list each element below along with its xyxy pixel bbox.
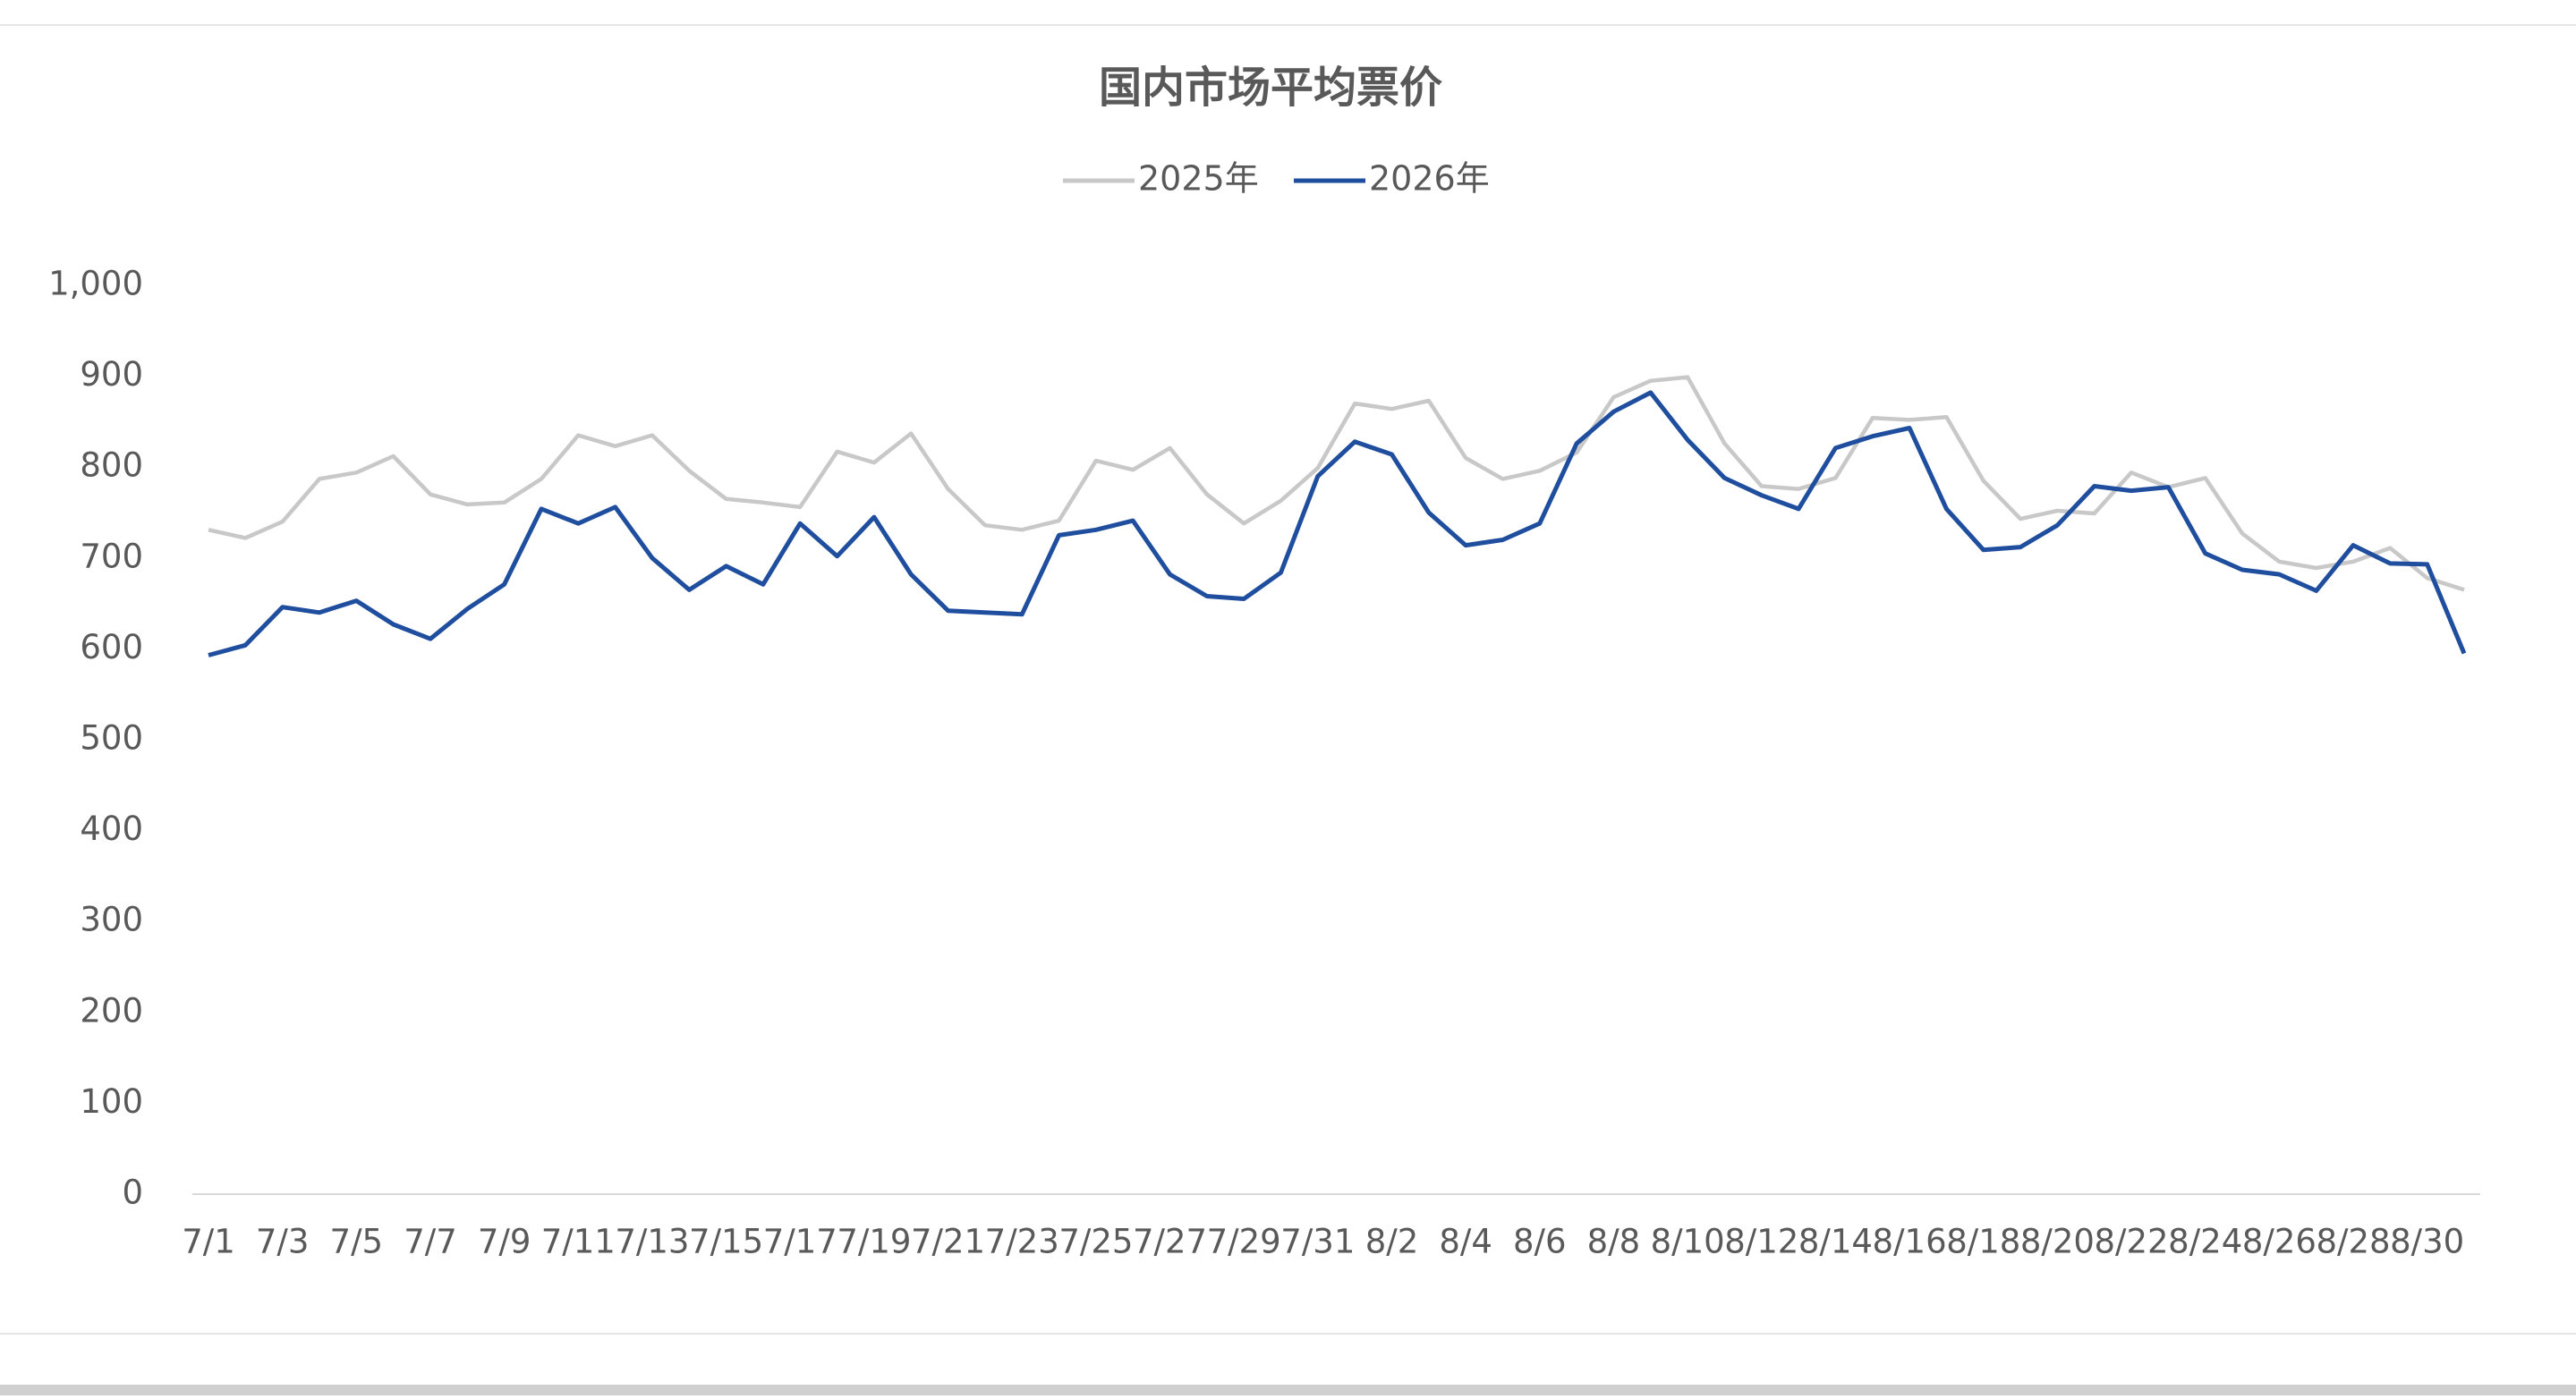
x-tick-label: 7/1 [182,1223,235,1261]
x-tick-label: 7/29 [1207,1223,1281,1261]
x-tick-label: 8/30 [2390,1223,2464,1261]
x-tick-label: 8/6 [1513,1223,1567,1261]
legend-label: 2026年 [1369,159,1490,199]
x-tick-label: 8/22 [2095,1223,2169,1261]
y-tick-label: 900 [80,355,143,394]
y-tick-label: 500 [80,719,143,758]
x-tick-label: 7/25 [1058,1223,1133,1261]
chart-title: 国内市场平均票价 [1099,63,1442,113]
x-tick-label: 7/3 [256,1223,310,1261]
legend-label: 2025年 [1138,159,1259,199]
x-tick-label: 8/16 [1873,1223,1947,1261]
x-tick-label: 8/12 [1724,1223,1798,1261]
y-tick-label: 800 [80,446,143,485]
y-tick-label: 700 [80,537,143,575]
y-tick-label: 600 [80,628,143,666]
x-tick-label: 8/20 [2020,1223,2095,1261]
x-tick-label: 8/28 [2316,1223,2390,1261]
x-tick-label: 7/11 [541,1223,616,1261]
x-tick-label: 8/26 [2242,1223,2317,1261]
x-tick-label: 8/18 [1946,1223,2020,1261]
x-tick-label: 8/14 [1798,1223,1873,1261]
x-tick-label: 7/23 [985,1223,1059,1261]
y-tick-label: 300 [80,901,143,939]
y-tick-label: 1,000 [48,265,143,303]
line-series [208,375,2465,592]
x-tick-label: 8/2 [1365,1223,1419,1261]
x-tick-label: 7/21 [911,1223,985,1261]
x-tick-label: 7/19 [837,1223,911,1261]
x-tick-label: 7/31 [1280,1223,1355,1261]
y-tick-label: 400 [80,810,143,848]
x-tick-label: 7/9 [478,1223,531,1261]
x-tick-label: 7/15 [689,1223,763,1261]
x-tick-label: 8/24 [2168,1223,2242,1261]
x-tick-label: 7/27 [1133,1223,1207,1261]
x-tick-label: 8/4 [1439,1223,1492,1261]
x-tick-label: 7/17 [763,1223,837,1261]
y-tick-label: 100 [80,1082,143,1121]
line-series [208,390,2467,657]
x-tick-label: 7/7 [404,1223,457,1261]
x-tick-label: 7/13 [615,1223,689,1261]
y-tick-label: 200 [80,991,143,1030]
bottom-bar [0,1385,2576,1395]
y-tick-label: 0 [122,1174,143,1212]
x-tick-label: 8/10 [1651,1223,1725,1261]
x-tick-label: 7/5 [330,1223,384,1261]
x-tick-label: 8/8 [1587,1223,1641,1261]
